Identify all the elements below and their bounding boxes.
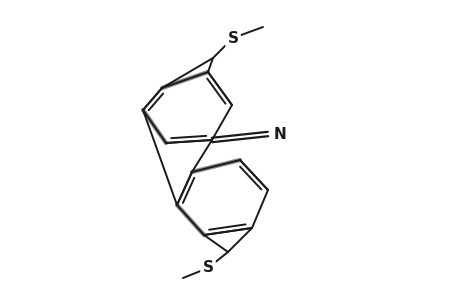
Text: S: S bbox=[202, 260, 213, 275]
Text: S: S bbox=[227, 31, 238, 46]
Text: N: N bbox=[274, 127, 286, 142]
